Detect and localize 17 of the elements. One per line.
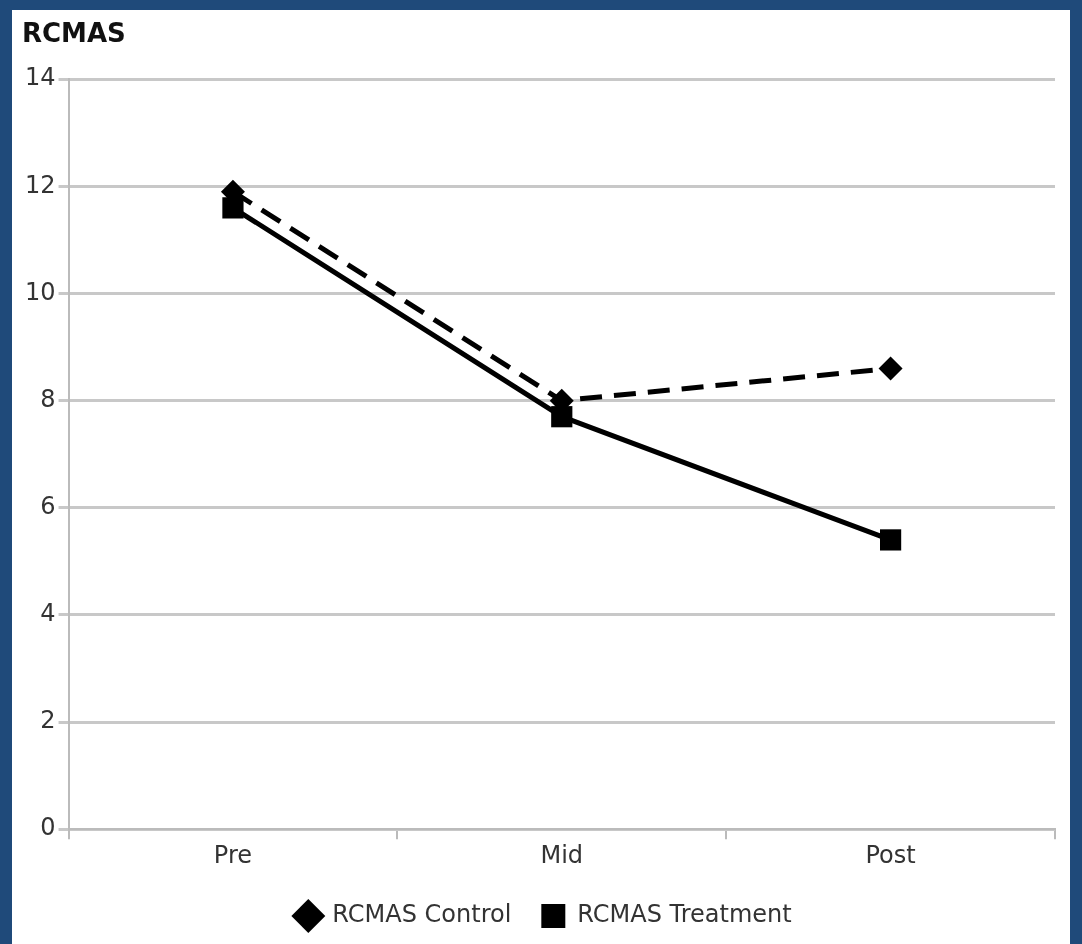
y-tick-label: 0 <box>40 813 56 842</box>
y-tick-label: 12 <box>24 170 56 199</box>
y-tick-label: 2 <box>40 706 56 735</box>
point <box>878 356 903 381</box>
legend-label: RCMAS Control <box>332 900 512 929</box>
y-tick-label: 14 <box>24 63 56 92</box>
y-tick-label: 8 <box>40 384 56 413</box>
y-tick-label: 6 <box>40 492 56 521</box>
y-tick-label: 4 <box>40 599 56 628</box>
legend-label: RCMAS Treatment <box>577 900 792 929</box>
chart-title: RCMAS <box>22 18 126 49</box>
x-tick-label: Pre <box>213 840 253 869</box>
x-tick-label: Post <box>865 840 916 869</box>
point <box>879 529 902 551</box>
x-tick-label: Mid <box>540 840 584 869</box>
point <box>222 197 244 219</box>
y-tick-label: 10 <box>24 277 56 306</box>
